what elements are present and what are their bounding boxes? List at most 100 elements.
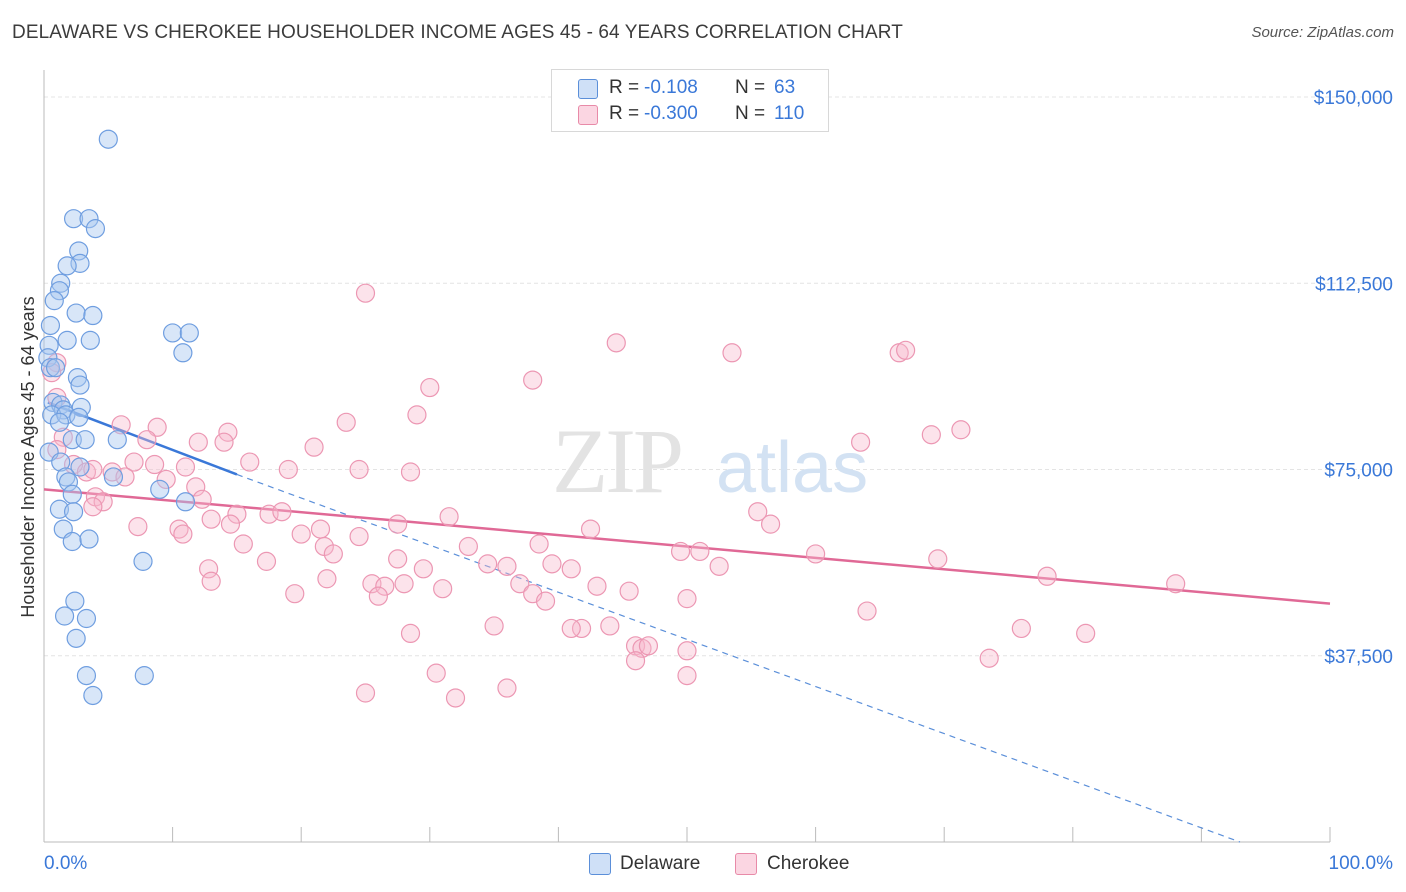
delaware-point (40, 315, 61, 336)
delaware-point (40, 358, 61, 378)
cherokee-point (256, 551, 277, 571)
cherokee-point (951, 420, 971, 440)
cherokee-point (445, 688, 466, 708)
delaware-point (83, 305, 103, 326)
cherokee-point (137, 430, 157, 450)
delaware-point (45, 358, 66, 378)
cherokee-point (760, 514, 781, 534)
cherokee-point (124, 452, 144, 472)
cherokee-point (606, 333, 626, 353)
cherokee-point (388, 514, 408, 534)
cherokee-point (272, 502, 292, 522)
delaware-point (80, 330, 100, 350)
delaware-point (44, 291, 64, 311)
delaware-point (58, 472, 79, 492)
cherokee-point (400, 623, 421, 644)
legend-r-value: -0.108 (644, 77, 698, 98)
cherokee-point (478, 554, 498, 574)
cherokee-point (304, 437, 324, 457)
cherokee-point (677, 589, 697, 609)
cherokee-point (355, 683, 376, 703)
cherokee-point (571, 618, 592, 639)
delaware-point (65, 591, 85, 611)
y-tick-label: $112,500 (1315, 274, 1393, 295)
cherokee-point (748, 502, 768, 522)
correlation-legend: R = -0.108 N = 63 R = -0.300 N = 110 (551, 69, 829, 132)
delaware-point (51, 452, 71, 472)
cherokee-point (928, 549, 948, 569)
cherokee-point (426, 663, 446, 683)
legend-row-delaware: R = -0.108 N = 63 (552, 75, 828, 101)
cherokee-point (394, 574, 414, 594)
delaware-point (107, 430, 127, 450)
delaware-point (66, 303, 86, 323)
watermark-atlas: atlas (716, 428, 868, 508)
source-note: Source: ZipAtlas.com (1251, 24, 1394, 41)
delaware-point (69, 407, 89, 427)
cherokee-point (147, 417, 167, 437)
series-legend-swatch-cherokee (735, 853, 757, 875)
cherokee-point (291, 524, 311, 544)
chart-title: DELAWARE VS CHEROKEE HOUSEHOLDER INCOME … (12, 22, 903, 43)
delaware-point (98, 129, 118, 149)
cherokee-point (220, 514, 241, 534)
legend-row-cherokee: R = -0.300 N = 110 (552, 101, 828, 127)
cherokee-point (349, 459, 369, 480)
series-legend-swatch-delaware (589, 853, 611, 875)
cherokee-point (722, 343, 742, 363)
cherokee-point (580, 519, 601, 539)
cherokee-point (600, 616, 620, 636)
delaware-point (76, 666, 97, 686)
cherokee-point (690, 541, 710, 562)
cherokee-point (896, 340, 916, 360)
x-tick-label: 0.0% (44, 853, 87, 874)
cherokee-point (400, 462, 421, 482)
cherokee-point (218, 422, 238, 442)
cherokee-point (175, 457, 196, 477)
delaware-point (57, 256, 77, 276)
cherokee-point (1011, 618, 1031, 639)
delaware-point (63, 502, 84, 522)
cherokee-point (227, 504, 247, 524)
cherokee-point (413, 559, 433, 579)
legend-n-label: N = (735, 103, 766, 124)
cherokee-point (709, 556, 729, 576)
delaware-point (51, 273, 71, 293)
cherokee-point (349, 526, 369, 547)
legend-r-label: R = (609, 77, 640, 98)
cherokee-point (542, 554, 562, 574)
cherokee-point (93, 492, 113, 512)
legend-n-value: 63 (774, 77, 796, 98)
cherokee-point (201, 571, 221, 591)
cherokee-point (535, 591, 556, 611)
delaware-point (133, 551, 153, 571)
cherokee-point (201, 509, 221, 529)
delaware-point (163, 323, 183, 343)
cherokee-point (433, 579, 453, 599)
cherokee-point (677, 666, 697, 686)
watermark-zip: ZIP (552, 410, 681, 512)
delaware-point (175, 492, 196, 512)
y-tick-label: $150,000 (1314, 88, 1393, 109)
delaware-point (42, 405, 62, 425)
legend-swatch-cherokee (578, 105, 598, 125)
cherokee-point (388, 549, 408, 569)
cherokee-point (188, 432, 208, 452)
delaware-point (75, 430, 95, 450)
cherokee-point (497, 556, 517, 576)
delaware-point (79, 209, 99, 229)
cherokee-point (561, 559, 581, 579)
cherokee-point (323, 544, 343, 564)
legend-n-label: N = (735, 77, 766, 98)
cherokee-point (407, 405, 427, 425)
cherokee-point (47, 440, 67, 460)
cherokee-point (240, 452, 260, 472)
legend-r-value: -0.300 (644, 103, 698, 124)
legend-swatch-delaware (578, 79, 598, 99)
delaware-point (70, 375, 90, 395)
series-legend-label-cherokee: Cherokee (767, 853, 850, 874)
delaware-point (62, 531, 82, 552)
cherokee-point (285, 584, 305, 604)
cherokee-point (497, 678, 517, 698)
